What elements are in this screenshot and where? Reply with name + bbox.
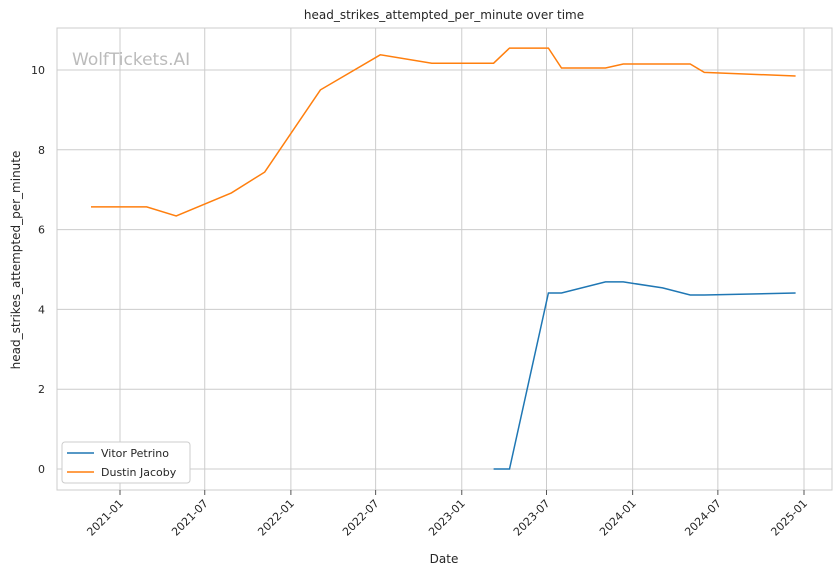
y-tick-label: 8 [38,144,45,157]
x-tick-label: 2024-07 [682,497,724,539]
y-tick-label: 2 [38,383,45,396]
y-axis-label: head_strikes_attempted_per_minute [9,151,23,370]
series-line-vitor-petrino [493,281,796,470]
x-tick-label: 2022-01 [255,497,297,539]
legend: Vitor Petrino Dustin Jacoby [61,441,191,484]
plot-area [56,27,833,491]
x-tick-label: 2022-07 [340,497,382,539]
x-axis-label: Date [430,552,459,566]
x-tick-label: 2023-01 [426,497,468,539]
chart-title: head_strikes_attempted_per_minute over t… [304,8,584,22]
x-tick-label: 2021-07 [169,497,211,539]
legend-label: Vitor Petrino [101,447,169,460]
series-line-dustin-jacoby [91,47,796,217]
y-tick-label: 6 [38,224,45,237]
y-tick-label: 0 [38,463,45,476]
legend-label: Dustin Jacoby [101,466,177,479]
x-tick-label: 2023-07 [511,497,553,539]
x-tick-label: 2025-01 [768,497,810,539]
x-tick-label: 2021-01 [84,497,126,539]
y-tick-label: 10 [31,64,45,77]
y-tick-label: 4 [38,303,45,316]
x-tick-label: 2024-01 [597,497,639,539]
watermark: WolfTickets.AI [72,50,190,70]
